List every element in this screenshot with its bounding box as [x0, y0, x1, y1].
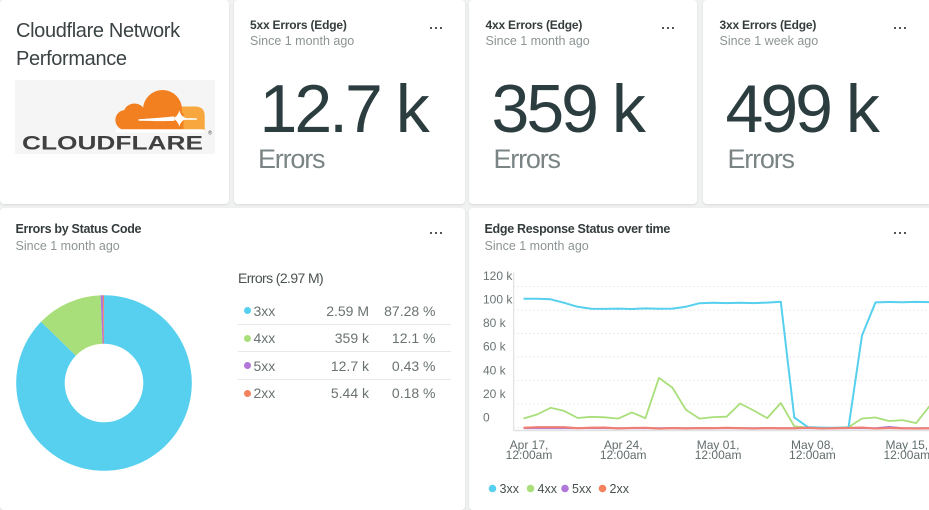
svg-text:Apr 24,: Apr 24,: [604, 438, 643, 452]
svg-text:0: 0: [483, 410, 490, 424]
svg-text:12:00am: 12:00am: [600, 448, 647, 462]
svg-text:120 k: 120 k: [483, 269, 513, 283]
svg-text:20 k: 20 k: [483, 387, 507, 401]
svg-text:80 k: 80 k: [483, 316, 507, 330]
svg-text:Apr 17,: Apr 17,: [510, 438, 549, 452]
svg-text:May 01,: May 01,: [697, 438, 740, 452]
svg-text:5xx: 5xx: [572, 481, 592, 495]
svg-text:12:00am: 12:00am: [883, 448, 929, 462]
svg-text:12:00am: 12:00am: [789, 448, 836, 462]
svg-text:May 08,: May 08,: [791, 438, 834, 452]
svg-text:®: ®: [208, 130, 212, 137]
svg-text:2xx: 2xx: [610, 481, 630, 495]
svg-text:40 k: 40 k: [483, 363, 507, 377]
svg-text:CLOUDFLARE: CLOUDFLARE: [22, 134, 203, 155]
svg-text:12:00am: 12:00am: [506, 448, 553, 462]
svg-text:100 k: 100 k: [483, 292, 513, 306]
svg-text:12:00am: 12:00am: [695, 448, 742, 462]
svg-text:3xx: 3xx: [500, 481, 520, 495]
svg-text:4xx: 4xx: [538, 481, 558, 495]
svg-text:60 k: 60 k: [483, 339, 507, 353]
svg-text:May 15,: May 15,: [885, 438, 928, 452]
